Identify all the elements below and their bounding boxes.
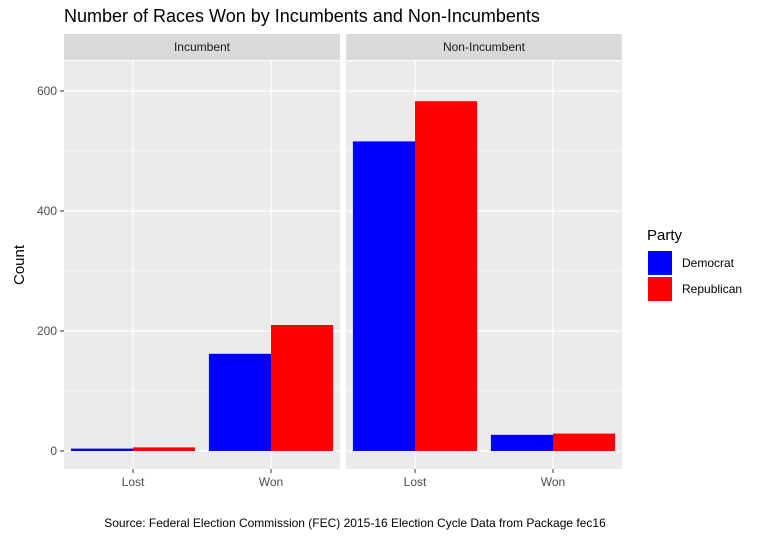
x-tick-label: Lost	[404, 475, 427, 489]
bar-democrat-lost	[352, 141, 415, 451]
facet-strip-label: Non-Incumbent	[443, 40, 526, 54]
bar-democrat-lost	[70, 448, 133, 451]
facet-strip-label: Incumbent	[174, 40, 231, 54]
bar-republican-won	[271, 325, 334, 451]
bar-republican-lost	[415, 101, 478, 451]
y-axis-title: Count	[11, 244, 28, 285]
y-tick-label: 600	[37, 84, 57, 98]
bar-democrat-won	[208, 353, 271, 451]
x-tick-label: Lost	[122, 475, 145, 489]
x-tick-label: Won	[259, 475, 283, 489]
y-tick-label: 0	[50, 444, 57, 458]
facet-strip	[346, 34, 622, 60]
x-tick-label: Won	[541, 475, 565, 489]
facet-strip	[64, 34, 340, 60]
chart-title: Number of Races Won by Incumbents and No…	[64, 6, 540, 26]
legend-swatch-republican	[648, 277, 672, 301]
facet-panel-incumbent: Incumbent Lost Won	[64, 34, 340, 489]
y-tick-label: 200	[37, 324, 57, 338]
y-tick-label: 400	[37, 204, 57, 218]
legend-title: Party	[647, 227, 683, 244]
bar-republican-won	[553, 433, 616, 451]
legend-label-republican: Republican	[682, 282, 742, 296]
bar-republican-lost	[133, 447, 196, 451]
facet-panel-non-incumbent: Non-Incumbent Lost Won	[346, 34, 622, 489]
chart-caption: Source: Federal Election Commission (FEC…	[104, 516, 606, 530]
legend-label-democrat: Democrat	[682, 256, 735, 270]
legend-swatch-democrat	[648, 251, 672, 275]
legend: Party Democrat Republican	[647, 227, 742, 301]
bar-democrat-won	[490, 434, 553, 451]
